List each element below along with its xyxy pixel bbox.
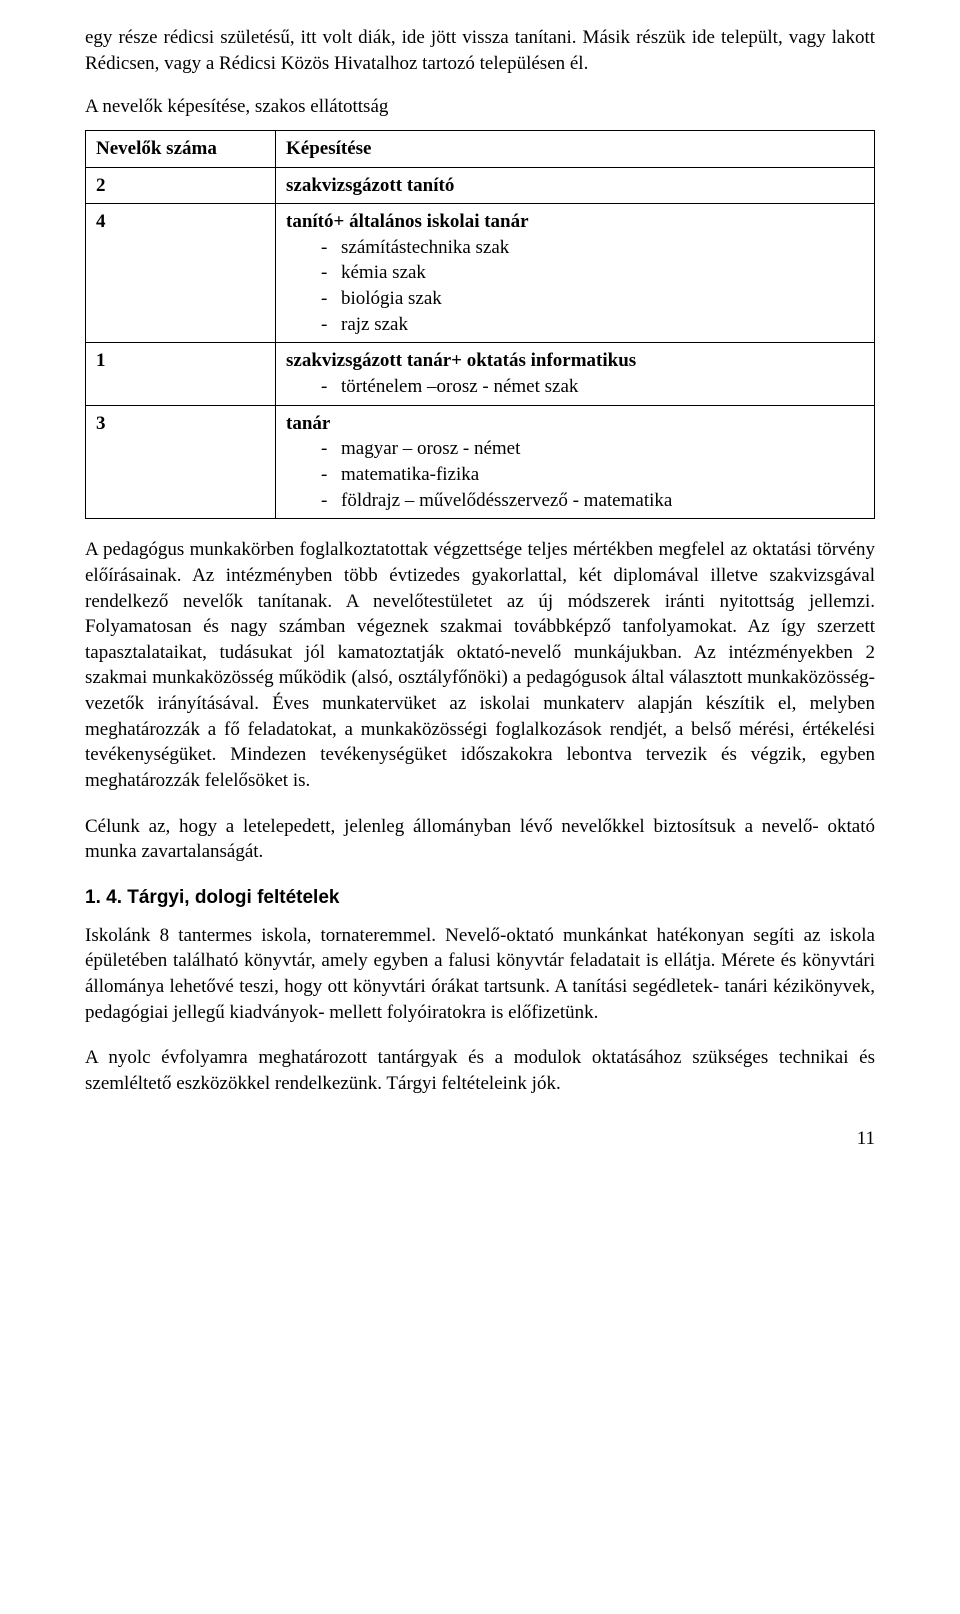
list-item: biológia szak [321,286,864,312]
list-item: történelem –orosz - német szak [321,374,864,400]
row-desc: szakvizsgázott tanító [276,167,875,204]
intro-paragraph: egy része rédicsi születésű, itt volt di… [85,25,875,76]
row-title: szakvizsgázott tanár+ oktatás informatik… [286,350,636,371]
list-item: kémia szak [321,260,864,286]
row-desc: tanár magyar – orosz - német matematika-… [276,405,875,519]
table-header-row: Nevelők száma Képesítése [86,130,875,167]
paragraph-3: Iskolánk 8 tantermes iskola, tornateremm… [85,923,875,1026]
row-count: 3 [86,405,276,519]
list-item: számítástechnika szak [321,235,864,261]
row-title: tanító+ általános iskolai tanár [286,211,529,232]
item-list: magyar – orosz - német matematika-fizika… [286,436,864,513]
subheading: 1. 4. Tárgyi, dologi feltételek [85,885,875,911]
row-desc: szakvizsgázott tanár+ oktatás informatik… [276,343,875,405]
table-row: 1 szakvizsgázott tanár+ oktatás informat… [86,343,875,405]
table-row: 2 szakvizsgázott tanító [86,167,875,204]
paragraph-4: A nyolc évfolyamra meghatározott tantárg… [85,1045,875,1096]
table-row: 3 tanár magyar – orosz - német matematik… [86,405,875,519]
row-count: 1 [86,343,276,405]
row-desc: tanító+ általános iskolai tanár számítás… [276,204,875,343]
row-title: tanár [286,413,330,434]
list-item: rajz szak [321,312,864,338]
list-item: matematika-fizika [321,462,864,488]
body-paragraph: A pedagógus munkakörben foglalkoztatotta… [85,537,875,793]
row-title: szakvizsgázott tanító [286,175,454,196]
item-list: számítástechnika szak kémia szak biológi… [286,235,864,338]
list-item: földrajz – művelődésszervező - matematik… [321,488,864,514]
list-item: magyar – orosz - német [321,436,864,462]
row-count: 2 [86,167,276,204]
row-count: 4 [86,204,276,343]
item-list: történelem –orosz - német szak [286,374,864,400]
page-number: 11 [85,1126,875,1152]
goal-paragraph: Célunk az, hogy a letelepedett, jelenleg… [85,814,875,865]
header-col1: Nevelők száma [86,130,276,167]
header-col2: Képesítése [276,130,875,167]
table-row: 4 tanító+ általános iskolai tanár számít… [86,204,875,343]
qualifications-table: Nevelők száma Képesítése 2 szakvizsgázot… [85,130,875,519]
section-title: A nevelők képesítése, szakos ellátottság [85,94,875,120]
